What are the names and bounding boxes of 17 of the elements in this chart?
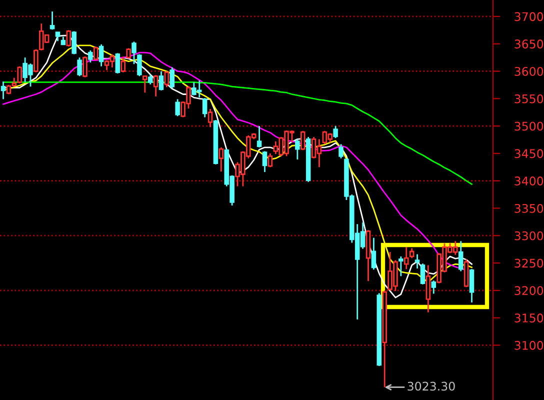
y-tick-label: 3600 [514,66,544,76]
y-tick-label: 3300 [514,231,544,240]
y-tick-label: 3550 [514,94,544,104]
y-tick-label: 3100 [514,340,544,350]
candlestick [0,80,6,100]
annotation: 3023.30 [408,382,455,391]
y-tick-label: 3500 [514,122,544,131]
y-tick-label: 3150 [514,314,544,322]
candlestick [426,264,431,314]
y-tick-label: 3350 [514,204,544,213]
candlestick [414,254,420,270]
y-tick-label: 3200 [514,286,544,296]
y-tick-label: 3400 [514,176,544,186]
y-tick-label: 3650 [514,40,544,48]
y-tick-label: 3700 [514,12,544,22]
y-tick-label: 3250 [514,258,544,268]
y-tick-label: 3450 [514,149,544,158]
